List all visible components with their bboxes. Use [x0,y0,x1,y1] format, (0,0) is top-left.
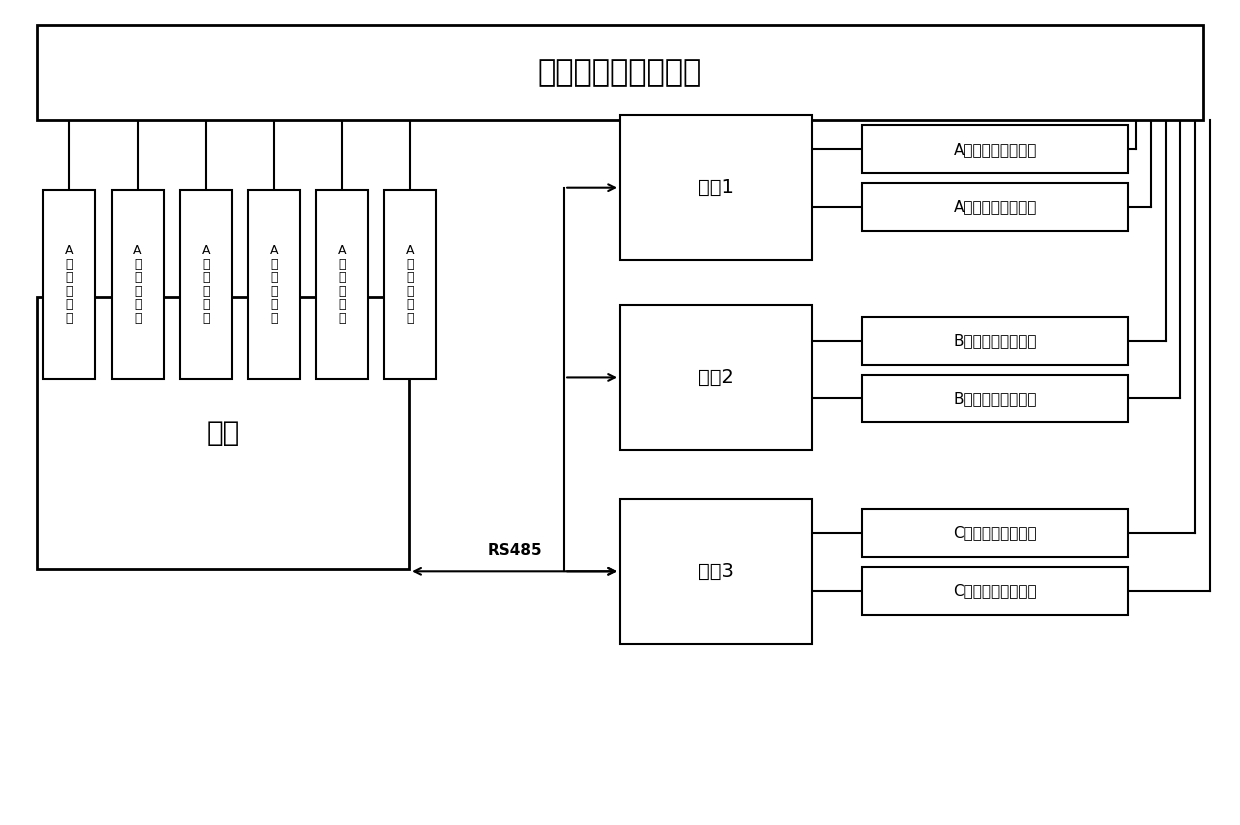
Bar [112,190,164,380]
Bar [248,190,300,380]
Bar [620,499,812,644]
Text: 断路器及其控制机构: 断路器及其控制机构 [538,58,702,87]
Text: 从机1: 从机1 [698,178,734,197]
Text: A
相
合
闸
信
号: A 相 合 闸 信 号 [66,244,73,325]
Text: A
相
合
闸
信
号: A 相 合 闸 信 号 [202,244,210,325]
Bar [862,375,1128,422]
Text: A相合闸电流传感器: A相合闸电流传感器 [954,142,1037,157]
Text: 从机3: 从机3 [698,562,734,581]
Bar [180,190,232,380]
Text: B相合闸电流传感器: B相合闸电流传感器 [954,333,1037,348]
Text: C相合闸电流传感器: C相合闸电流传感器 [954,526,1037,540]
Text: A相分闸电流传感器: A相分闸电流传感器 [954,200,1037,215]
Bar [384,190,436,380]
Text: A
相
分
闸
信
号: A 相 分 闸 信 号 [270,244,278,325]
Bar [37,297,409,569]
Text: A
相
分
闸
信
号: A 相 分 闸 信 号 [407,244,414,325]
Bar [862,183,1128,231]
Text: RS485: RS485 [487,543,542,559]
Bar [862,317,1128,365]
Text: A
相
合
闸
信
号: A 相 合 闸 信 号 [339,244,346,325]
Bar [316,190,368,380]
Bar [620,116,812,260]
Bar [862,567,1128,615]
Bar [862,509,1128,557]
Bar [862,125,1128,173]
Bar [37,25,1203,120]
Bar [620,305,812,450]
Text: C相分闸电流传感器: C相分闸电流传感器 [954,583,1037,598]
Bar [43,190,95,380]
Text: B相分闸电流传感器: B相分闸电流传感器 [954,391,1037,406]
Text: 从机2: 从机2 [698,368,734,387]
Text: A
相
分
闸
信
号: A 相 分 闸 信 号 [134,244,141,325]
Text: 主机: 主机 [207,419,239,447]
